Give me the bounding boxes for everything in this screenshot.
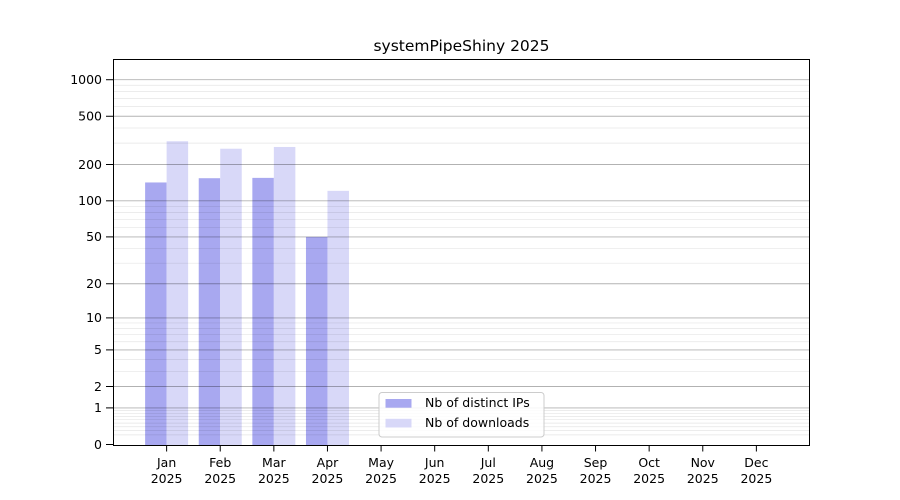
y-tick-label: 1000 [70,72,102,87]
legend-swatch-downloads [385,418,412,428]
plot-border [113,59,810,446]
x-tick-month: Nov [691,455,716,470]
x-tick-label: Aug 2025 [526,455,558,486]
y-tick-label: 1 [94,400,102,415]
x-tick-year: 2025 [312,471,344,486]
legend: Nb of distinct IPs Nb of downloads [378,392,545,438]
bar-downloads-mar [273,146,296,446]
y-tick-label: 5 [94,342,102,357]
x-tick-label: Oct 2025 [633,455,665,486]
bar-downloads-jan [166,141,189,446]
chart-title: systemPipeShiny 2025 [373,37,549,55]
y-tick-label: 20 [86,276,102,291]
x-tick-year: 2025 [633,471,665,486]
y-tick-label: 2 [94,379,102,394]
x-tick-label: May 2025 [365,455,397,486]
x-tick-month: Aug [530,455,554,470]
x-tick-year: 2025 [419,471,451,486]
x-tick-label: Nov 2025 [687,455,719,486]
x-tick-year: 2025 [740,471,772,486]
bar-ips-mar [252,177,274,446]
x-tick-label: Apr 2025 [312,455,344,486]
x-tick-year: 2025 [687,471,719,486]
x-tick-month: Mar [262,455,286,470]
x-tick-month: Dec [744,455,768,470]
bar-downloads-apr [327,190,349,446]
x-tick-label: Sep 2025 [580,455,612,486]
x-tick-year: 2025 [526,471,558,486]
x-tick-year: 2025 [472,471,504,486]
y-tick-label: 50 [86,229,102,244]
x-tick-label: Dec 2025 [740,455,772,486]
y-tick-label: 200 [78,157,102,172]
legend-label-downloads: Nb of downloads [425,415,529,430]
x-tick-month: Apr [317,455,339,470]
y-tick-label: 100 [78,193,102,208]
x-tick-month: Sep [584,455,608,470]
x-tick-month: Jun [424,455,445,470]
bar-ips-apr [305,236,328,446]
x-tick-label: Feb 2025 [204,455,236,486]
x-tick-label: Jun 2025 [419,455,451,486]
bar-ips-jan [145,182,167,446]
y-tick-label: 500 [78,109,102,124]
x-tick-year: 2025 [204,471,236,486]
bar-ips-feb [198,178,221,446]
x-tick-month: May [368,455,394,470]
legend-label-ips: Nb of distinct IPs [425,395,530,410]
x-tick-month: Jan [156,455,176,470]
y-tick-label: 10 [86,310,102,325]
x-tick-month: Feb [209,455,231,470]
x-tick-month: Oct [638,455,660,470]
legend-box [378,392,545,438]
x-tick-month: Jul [480,455,496,470]
x-tick-label: Mar 2025 [258,455,290,486]
y-tick-label: 0 [94,437,102,452]
x-tick-year: 2025 [580,471,612,486]
x-tick-label: Jul 2025 [472,455,504,486]
x-tick-year: 2025 [151,471,183,486]
x-tick-year: 2025 [258,471,290,486]
bar-downloads-feb [220,148,242,446]
bars-layer [145,141,349,446]
x-tick-label: Jan 2025 [151,455,183,486]
legend-swatch-ips [385,399,412,408]
x-tick-year: 2025 [365,471,397,486]
